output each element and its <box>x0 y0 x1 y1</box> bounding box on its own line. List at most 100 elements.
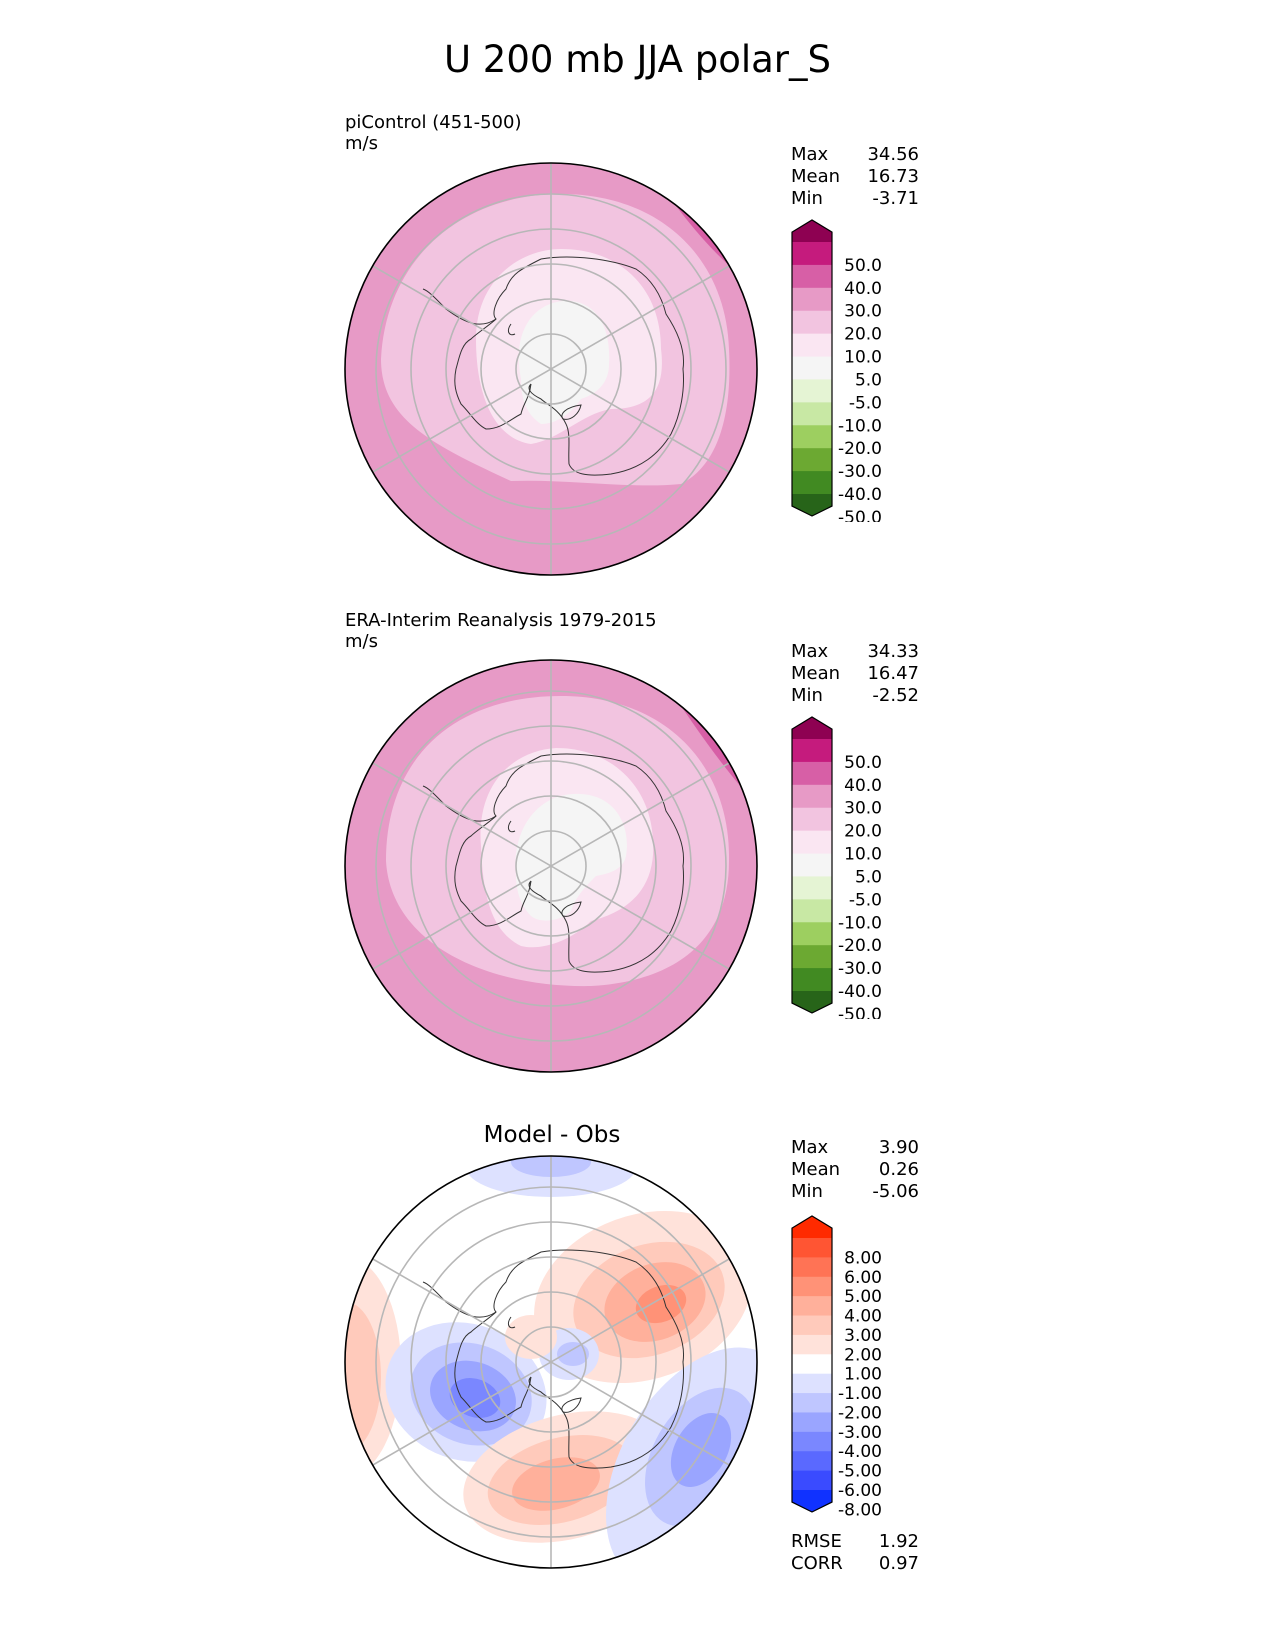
panel-1-stats: Max 34.56 Mean 16.73 Min -3.71 <box>791 144 919 210</box>
contour-positive-center <box>505 1315 557 1359</box>
map-boundary <box>344 659 758 1073</box>
panel-2-title: ERA-Interim Reanalysis 1979-2015 m/s <box>345 610 657 652</box>
colorbar-swatch <box>792 830 832 854</box>
colorbar-extend-min <box>792 494 832 516</box>
colorbar-swatch <box>792 402 832 426</box>
colorbar-swatch <box>792 1412 832 1433</box>
colorbar-tick-label: 50.0 <box>844 753 882 773</box>
panel-2-units: m/s <box>345 631 378 652</box>
antarctica-coastline <box>422 256 685 476</box>
stat-max-label: Max <box>791 1137 829 1158</box>
colorbar-tick-label: 8.00 <box>844 1248 882 1268</box>
colorbar-tick-label: -10.0 <box>838 913 882 933</box>
contour-band-below-5 <box>518 300 610 424</box>
colorbar-tick-label: 10.0 <box>844 348 882 368</box>
rmse-value: 1.92 <box>878 1531 919 1552</box>
corr-value: 0.97 <box>878 1553 919 1574</box>
colorbar-swatch <box>792 425 832 449</box>
panel-3-colorbar: 8.006.005.004.003.002.001.00-1.00-2.00-3… <box>791 1215 882 1518</box>
colorbar-tick-label: 4.00 <box>844 1307 882 1327</box>
corr-label: CORR <box>791 1553 843 1574</box>
colorbar-tick-label: 5.0 <box>855 370 882 390</box>
colorbar-swatch <box>792 1334 832 1355</box>
contour-negative-lower-right-3 <box>670 1413 732 1487</box>
colorbar-extend-max <box>792 1216 832 1238</box>
colorbar-outline <box>791 716 833 1014</box>
colorbar-swatch <box>792 242 832 266</box>
panel-1-title-name: piControl (451-500) <box>345 112 522 133</box>
colorbar-swatch <box>792 1257 832 1278</box>
colorbar-swatch <box>792 379 832 403</box>
colorbar-swatch <box>792 739 832 763</box>
stat-mean-label: Mean <box>791 1159 841 1180</box>
colorbar-swatch <box>792 807 832 832</box>
panel-1-colorbar: 50.0 40.0 30.0 20.0 10.05.0 -5.0 -10.0 -20.0 -30… <box>791 219 882 522</box>
colorbar-tick-label: -8.00 <box>838 1500 882 1518</box>
colorbar-swatch <box>792 310 832 335</box>
panel-3-metrics: RMSE 1.92 CORR 0.97 <box>791 1531 919 1575</box>
colorbar-swatch <box>792 1238 832 1258</box>
stat-min-label: Min <box>791 685 823 706</box>
graticule <box>371 1156 731 1568</box>
colorbar-tick-label: 10.0 <box>844 845 882 865</box>
stat-min-value: -5.06 <box>872 1181 919 1202</box>
colorbar-swatch <box>792 876 832 900</box>
colorbar-swatch <box>792 1393 832 1413</box>
colorbar-tick-label: -5.0 <box>849 890 882 910</box>
contour-positive-bottom-3 <box>512 1457 600 1511</box>
stat-max-label: Max <box>791 641 829 662</box>
colorbar-swatch <box>792 1431 832 1452</box>
colorbar-tick-label: 6.00 <box>844 1268 882 1288</box>
panel-1-units: m/s <box>345 133 378 154</box>
panel-2-stats: Max 34.33 Mean 16.47 Min -2.52 <box>791 641 919 707</box>
colorbar-tick-label: -10.0 <box>838 416 882 436</box>
colorbar-tick-label: -40.0 <box>838 982 882 1002</box>
contour-negative-center-inner <box>557 1342 589 1366</box>
graticule <box>371 163 731 575</box>
stat-min-label: Min <box>791 188 823 209</box>
colorbar-tick-label: -30.0 <box>838 959 882 979</box>
colorbar-swatch <box>792 356 832 380</box>
stat-min-value: -2.52 <box>872 685 919 706</box>
colorbar-swatch <box>792 1373 832 1394</box>
colorbar-tick-label: 30.0 <box>844 799 882 819</box>
colorbar-swatch <box>792 968 832 992</box>
stat-max-value: 3.90 <box>878 1137 919 1158</box>
colorbar-swatch <box>792 448 832 472</box>
stat-mean-value: 16.73 <box>867 166 919 187</box>
colorbar-extend-max <box>792 220 832 242</box>
colorbar-tick-label: -1.00 <box>838 1384 882 1404</box>
colorbar-swatch <box>792 853 832 877</box>
stat-max-label: Max <box>791 144 829 165</box>
colorbar-swatch <box>792 287 832 312</box>
contour-band-below-5 <box>515 793 627 921</box>
stat-min-label: Min <box>791 1181 823 1202</box>
panel-1-polar-map <box>344 162 758 576</box>
rmse-label: RMSE <box>791 1531 842 1552</box>
stat-mean-label: Mean <box>791 166 841 187</box>
colorbar-tick-label: 20.0 <box>844 325 882 345</box>
colorbar-tick-label: -2.00 <box>838 1403 882 1423</box>
panel-2-title-name: ERA-Interim Reanalysis 1979-2015 <box>345 610 657 631</box>
map-boundary <box>344 162 758 576</box>
colorbar-tick-label: 1.00 <box>844 1365 882 1385</box>
colorbar-extend-max <box>792 717 832 739</box>
colorbar-swatch <box>792 1470 832 1491</box>
colorbar-swatch <box>792 761 832 786</box>
panel-2-polar-map <box>344 659 758 1073</box>
colorbar-swatch <box>792 899 832 923</box>
contour-negative-left-4 <box>449 1378 501 1418</box>
stat-mean-value: 16.47 <box>867 663 919 684</box>
colorbar-tick-label: 40.0 <box>844 776 882 796</box>
colorbar-tick-label: -6.00 <box>838 1481 882 1501</box>
colorbar-swatch <box>792 922 832 946</box>
colorbar-swatch <box>792 945 832 969</box>
colorbar-tick-label: -5.0 <box>849 393 882 413</box>
colorbar-swatch <box>792 471 832 495</box>
stat-max-value: 34.33 <box>867 641 919 662</box>
colorbar-tick-label: 2.00 <box>844 1345 882 1365</box>
colorbar-tick-label: 30.0 <box>844 302 882 322</box>
colorbar-outline <box>791 1215 833 1513</box>
figure-title: U 200 mb JJA polar_S <box>443 38 832 81</box>
colorbar-swatch <box>792 1296 832 1316</box>
